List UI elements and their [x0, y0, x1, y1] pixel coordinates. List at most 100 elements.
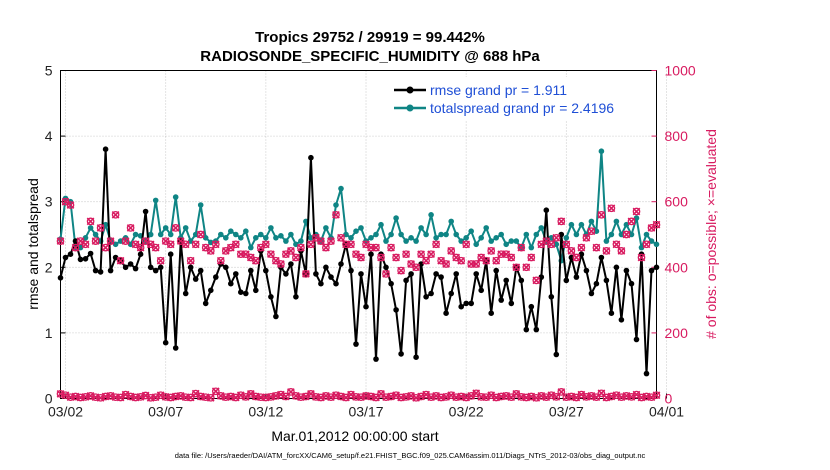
obs-evaluated-marker: [166, 240, 175, 249]
obs-possible-marker: [557, 217, 566, 226]
obs-evaluated-marker: [627, 217, 636, 226]
totalspread-point: [498, 231, 505, 238]
footer-data-file: data file: /Users/raeder/DAI/ATM_forcXX/…: [175, 451, 646, 460]
rmse-point: [603, 277, 610, 284]
obs-bottom-possible-marker: [196, 392, 205, 401]
rmse-point: [623, 267, 630, 274]
x-tick-label: 03/27: [549, 404, 584, 420]
obs-evaluated-marker: [337, 233, 345, 242]
obs-possible-marker: [642, 240, 651, 249]
totalspread-point: [433, 235, 439, 241]
obs-possible-marker: [66, 201, 75, 209]
obs-evaluated-marker: [251, 256, 260, 265]
obs-possible-marker: [517, 243, 526, 252]
rmse-point: [197, 267, 204, 274]
totalspread-point: [77, 244, 84, 251]
obs-possible-marker: [402, 250, 410, 259]
obs-possible-marker: [251, 256, 260, 265]
rmse-point: [593, 280, 600, 287]
rmse-point: [323, 264, 329, 271]
obs-possible-marker: [357, 253, 365, 262]
rmse-point: [213, 274, 219, 280]
rmse-point: [62, 254, 69, 261]
totalspread-point: [383, 238, 389, 244]
obs-evaluated-marker: [101, 243, 110, 252]
obs-possible-marker: [637, 253, 646, 262]
rmse-point: [288, 261, 294, 267]
totalspread-point: [443, 231, 449, 238]
obs-possible-marker: [612, 240, 621, 249]
obs-bottom-possible-marker: [66, 393, 75, 402]
obs-possible-marker: [156, 256, 165, 265]
obs-bottom-possible-marker: [211, 387, 220, 396]
totalspread-point: [578, 221, 585, 228]
totalspread-point: [508, 238, 515, 244]
obs-bottom-possible-marker: [562, 393, 571, 402]
totalspread-point: [538, 225, 545, 231]
rmse-point: [248, 267, 254, 274]
totalspread-point: [82, 235, 89, 241]
totalspread-point: [273, 235, 279, 241]
obs-evaluated-marker: [457, 256, 466, 265]
totalspread-point: [628, 231, 635, 238]
rmse-point: [233, 271, 239, 277]
obs-possible-marker: [71, 243, 80, 252]
totalspread-point: [568, 221, 575, 228]
x-tick-label: 03/02: [48, 404, 83, 420]
obs-possible-marker: [387, 243, 395, 252]
obs-possible-marker: [151, 243, 160, 252]
rmse-point: [167, 251, 174, 257]
totalspread-point: [187, 238, 194, 244]
rmse-point: [142, 208, 149, 215]
totalspread-point: [413, 238, 419, 244]
obs-possible-marker: [632, 207, 641, 216]
rmse-point: [548, 294, 555, 300]
totalspread-point: [548, 235, 555, 241]
obs-possible-marker: [462, 240, 471, 249]
obs-bottom-possible-marker: [256, 393, 265, 402]
obs-evaluated-marker: [432, 240, 440, 249]
obs-possible-marker: [342, 240, 350, 249]
obs-evaluated-marker: [562, 240, 571, 249]
obs-evaluated-marker: [387, 243, 395, 252]
rmse-point: [583, 267, 590, 274]
rmse-point: [318, 280, 324, 287]
obs-possible-marker: [126, 224, 135, 232]
obs-bottom-possible-marker: [352, 393, 360, 401]
obs-evaluated-marker: [327, 237, 335, 245]
x-axis-label: Mar.01,2012 00:00:00 start: [271, 428, 438, 444]
obs-possible-marker: [497, 250, 506, 259]
totalspread-point: [333, 202, 339, 208]
obs-bottom-evaluated-marker: [652, 391, 661, 400]
obs-evaluated-marker: [231, 240, 240, 249]
totalspread-point: [493, 235, 500, 241]
obs-possible-marker: [607, 204, 616, 213]
obs-possible-marker: [552, 233, 561, 242]
obs-evaluated-marker: [512, 263, 521, 272]
obs-possible-marker: [597, 210, 606, 219]
rmse-point: [388, 280, 394, 287]
obs-evaluated-marker: [307, 240, 315, 249]
obs-evaluated-marker: [266, 250, 275, 259]
obs-evaluated-marker: [577, 243, 586, 252]
totalspread-point: [483, 225, 490, 231]
x-tick-label: 03/22: [449, 404, 484, 420]
totalspread-point: [528, 244, 535, 251]
obs-possible-marker: [307, 240, 315, 249]
totalspread-point: [308, 235, 314, 241]
y-right-tick-label: 400: [665, 259, 689, 275]
rmse-point: [468, 300, 475, 307]
obs-evaluated-marker: [552, 233, 561, 242]
obs-evaluated-marker: [617, 247, 626, 255]
chart-title-line2: RADIOSONDE_SPECIFIC_HUMIDITY @ 688 hPa: [200, 48, 540, 65]
x-tick-label: 03/07: [148, 404, 183, 420]
obs-possible-marker: [327, 237, 335, 245]
obs-evaluated-marker: [302, 269, 310, 278]
rmse-point: [308, 154, 314, 161]
obs-evaluated-marker: [602, 247, 611, 255]
rmse-point: [97, 269, 104, 275]
totalspread-point: [588, 218, 595, 225]
obs-possible-marker: [216, 256, 225, 265]
obs-bottom-possible-marker: [171, 392, 180, 401]
obs-evaluated-marker: [181, 240, 190, 249]
